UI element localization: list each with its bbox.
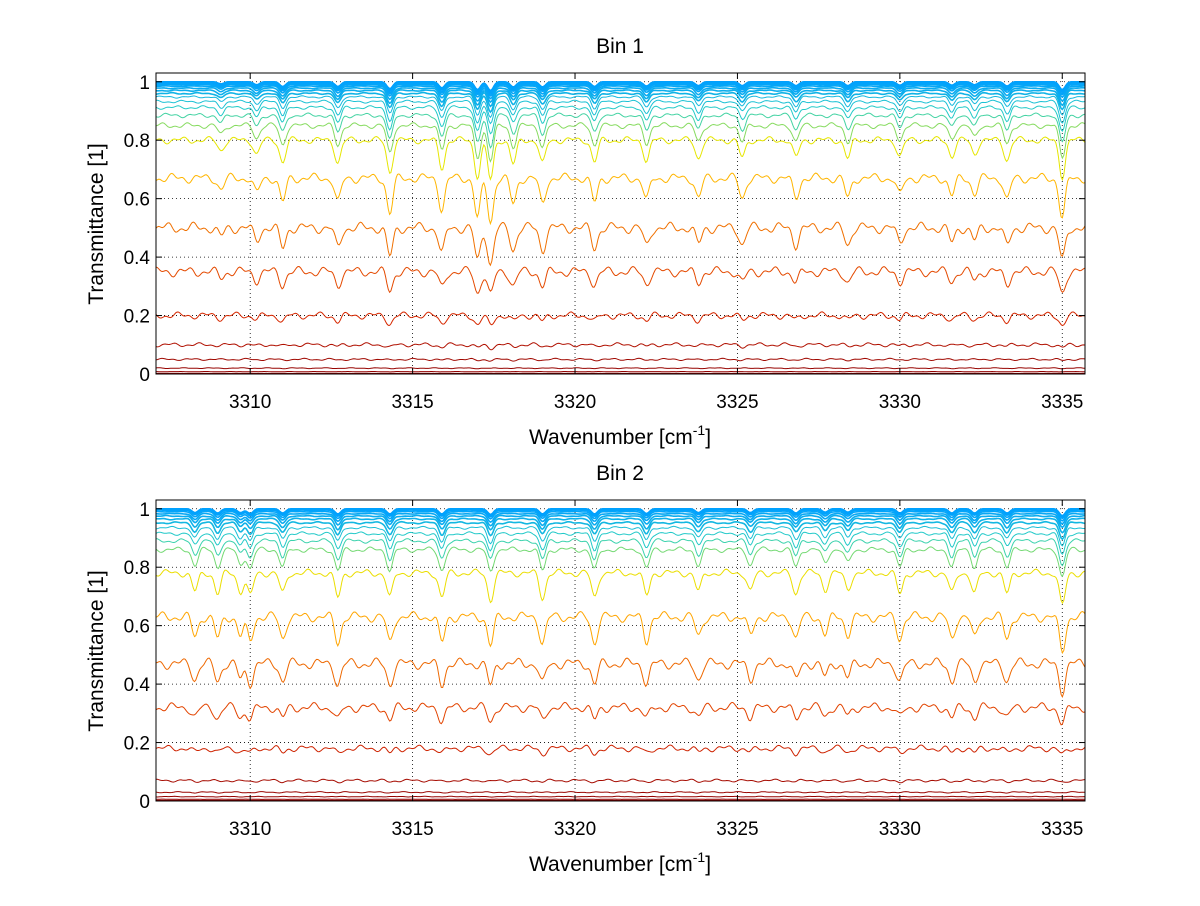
x-axis-label: Wavenumber [cm-1] bbox=[529, 849, 711, 876]
y-tick-label: 1 bbox=[139, 73, 150, 94]
series-line bbox=[156, 796, 1085, 797]
x-tick-label: 3320 bbox=[554, 392, 596, 413]
y-tick-label: 0 bbox=[139, 365, 150, 386]
x-tick-label: 3330 bbox=[879, 392, 921, 413]
x-axis-label-close: ] bbox=[705, 426, 711, 449]
chart-title: Bin 1 bbox=[596, 35, 644, 58]
y-tick-label: 0.2 bbox=[124, 307, 150, 328]
x-tick-label: 3335 bbox=[1041, 819, 1083, 840]
y-tick-label: 0.4 bbox=[124, 675, 151, 696]
y-tick-label: 0.2 bbox=[124, 734, 150, 755]
x-axis-label-main: Wavenumber [cm bbox=[529, 426, 693, 449]
x-axis-label-superscript: -1 bbox=[693, 849, 706, 865]
y-tick-label: 0.8 bbox=[124, 558, 150, 579]
x-tick-label: 3310 bbox=[229, 392, 271, 413]
y-tick-label: 0.4 bbox=[124, 248, 151, 269]
x-axis-label-close: ] bbox=[705, 853, 711, 876]
x-tick-label: 3325 bbox=[716, 819, 758, 840]
y-tick-label: 0.6 bbox=[124, 617, 150, 638]
x-axis-label-main: Wavenumber [cm bbox=[529, 853, 693, 876]
x-tick-label: 3310 bbox=[229, 819, 271, 840]
x-tick-label: 3315 bbox=[391, 819, 433, 840]
y-axis-label: Transmittance [1] bbox=[85, 143, 108, 304]
chart-title: Bin 2 bbox=[596, 462, 644, 485]
y-tick-label: 0.6 bbox=[124, 190, 150, 211]
y-tick-label: 0.8 bbox=[124, 131, 150, 152]
x-tick-label: 3330 bbox=[879, 819, 921, 840]
y-axis-label: Transmittance [1] bbox=[85, 570, 108, 731]
x-tick-label: 3320 bbox=[554, 819, 596, 840]
x-axis-label: Wavenumber [cm-1] bbox=[529, 422, 711, 449]
y-tick-label: 0 bbox=[139, 792, 150, 813]
x-tick-label: 3325 bbox=[716, 392, 758, 413]
x-tick-label: 3335 bbox=[1041, 392, 1083, 413]
x-axis-label-superscript: -1 bbox=[693, 422, 706, 438]
x-tick-label: 3315 bbox=[391, 392, 433, 413]
y-tick-label: 1 bbox=[139, 500, 150, 521]
